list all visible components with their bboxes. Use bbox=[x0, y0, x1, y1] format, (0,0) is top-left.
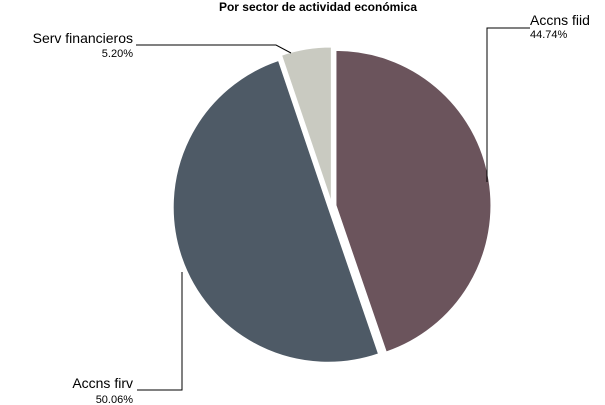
label-serv-financieros: Serv financieros bbox=[33, 30, 133, 46]
label-accns-fiid: Accns fiid bbox=[530, 12, 590, 28]
value-label-serv-financieros: 5.20% bbox=[102, 48, 133, 60]
pie-slices bbox=[172, 46, 492, 363]
leader-line-serv-financieros bbox=[136, 44, 292, 54]
leader-line-accns-firv bbox=[137, 272, 183, 391]
chart-title: Por sector de actividad económica bbox=[219, 0, 417, 14]
pie-slice-accns-fiid bbox=[335, 49, 492, 353]
pie-slice-accns-firv bbox=[172, 59, 380, 363]
pie-slice-serv-financieros bbox=[280, 46, 332, 203]
leader-line-accns-fiid bbox=[486, 27, 530, 182]
label-accns-firv: Accns firv bbox=[72, 375, 133, 391]
value-label-accns-firv: 50.06% bbox=[96, 394, 134, 405]
value-label-accns-fiid: 44.74% bbox=[530, 29, 568, 41]
